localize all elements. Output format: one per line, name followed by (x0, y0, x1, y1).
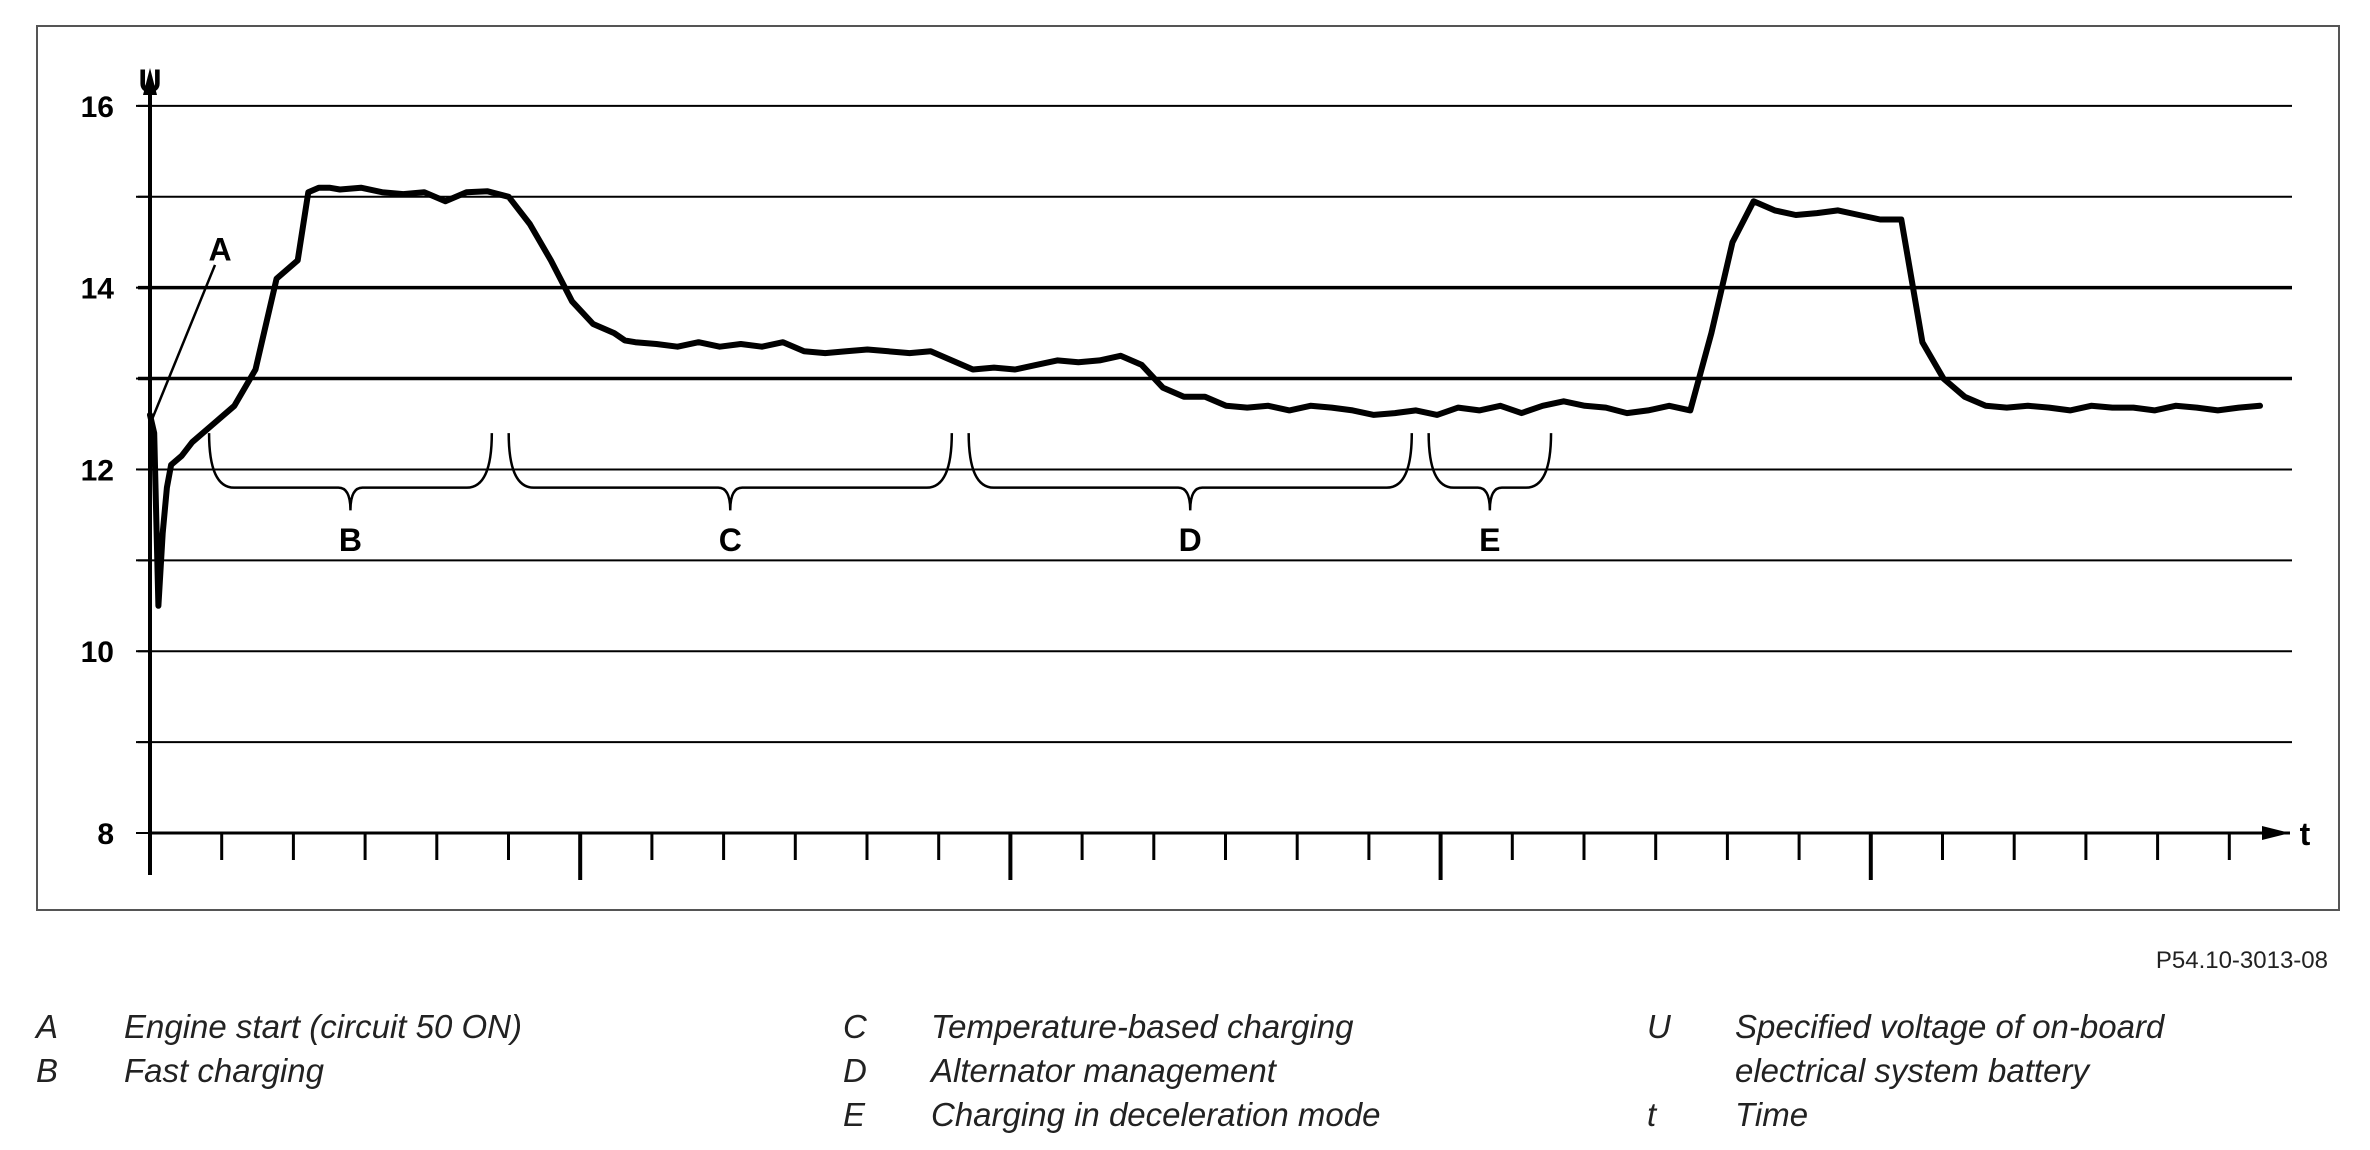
y-axis-arrow (143, 68, 157, 95)
grid-lines (138, 104, 2292, 744)
legend-item-d: D Alternator management (843, 1049, 1451, 1093)
series-layer (147, 184, 2263, 609)
legend-key: U (1647, 1008, 1671, 1045)
phase-brace (507, 433, 954, 511)
legend-col-2: C Temperature-based charging D Alternato… (843, 1005, 1451, 1137)
y-tick-label: 14 (81, 273, 115, 306)
axes: U t (138, 63, 2311, 875)
annotation-leader (150, 264, 217, 420)
y-tick-label: 16 (81, 91, 114, 124)
figure-id: P54.10-3013-08 (2155, 947, 2328, 974)
phase-braces (207, 433, 1553, 511)
legend-key: A (36, 1008, 59, 1045)
legend-text: Alternator management (931, 1052, 1276, 1089)
x-axis-arrow (2262, 826, 2290, 840)
legend-item-e: E Charging in deceleration mode (843, 1093, 1451, 1137)
legend-text: Fast charging (124, 1052, 324, 1089)
y-tick-label: 10 (81, 636, 114, 669)
legend-item-u: U Specified voltage of on-board electric… (1647, 1005, 2255, 1093)
legend-col-1: A Engine start (circuit 50 ON) B Fast ch… (36, 1005, 644, 1093)
legend-text: Temperature-based charging (931, 1008, 1354, 1045)
legend-text: Time (1735, 1096, 1809, 1133)
y-ticks: 16 14 12 10 8 (81, 91, 150, 851)
legend-item-t: t Time (1647, 1093, 2255, 1137)
phase-brace (1427, 433, 1553, 511)
y-axis-label: U (138, 63, 161, 99)
legend-text: Engine start (circuit 50 ON) (124, 1008, 522, 1045)
series-line (147, 184, 2263, 609)
legend-text: Specified voltage of on-board electrical… (1735, 1008, 2165, 1089)
legend-key: E (843, 1096, 866, 1133)
figure-frame (36, 25, 2340, 911)
phase-label: C (719, 522, 742, 558)
legend-key: t (1647, 1096, 1657, 1133)
phase-brace (967, 433, 1414, 511)
phase-brace (207, 433, 494, 511)
legend-key: D (843, 1052, 867, 1089)
annotation-label: A (208, 231, 231, 267)
y-tick-label: 8 (97, 818, 114, 851)
phase-label: E (1479, 522, 1500, 558)
x-ticks (220, 833, 2231, 880)
legend-key: B (36, 1052, 59, 1089)
phase-label: D (1179, 522, 1202, 558)
annotations: B C D E A (150, 231, 1501, 558)
legend-item-c: C Temperature-based charging (843, 1005, 1451, 1049)
legend-item-b: B Fast charging (36, 1049, 644, 1093)
legend-item-a: A Engine start (circuit 50 ON) (36, 1005, 644, 1049)
legend-col-3: U Specified voltage of on-board electric… (1647, 1005, 2255, 1137)
phase-label: B (339, 522, 362, 558)
voltage-chart: U t 16 14 12 10 8 B C D E A (81, 63, 2311, 880)
legend-text: Charging in deceleration mode (931, 1096, 1381, 1133)
y-tick-label: 12 (81, 454, 114, 487)
x-axis-label: t (2300, 816, 2311, 852)
legend-key: C (843, 1008, 867, 1045)
